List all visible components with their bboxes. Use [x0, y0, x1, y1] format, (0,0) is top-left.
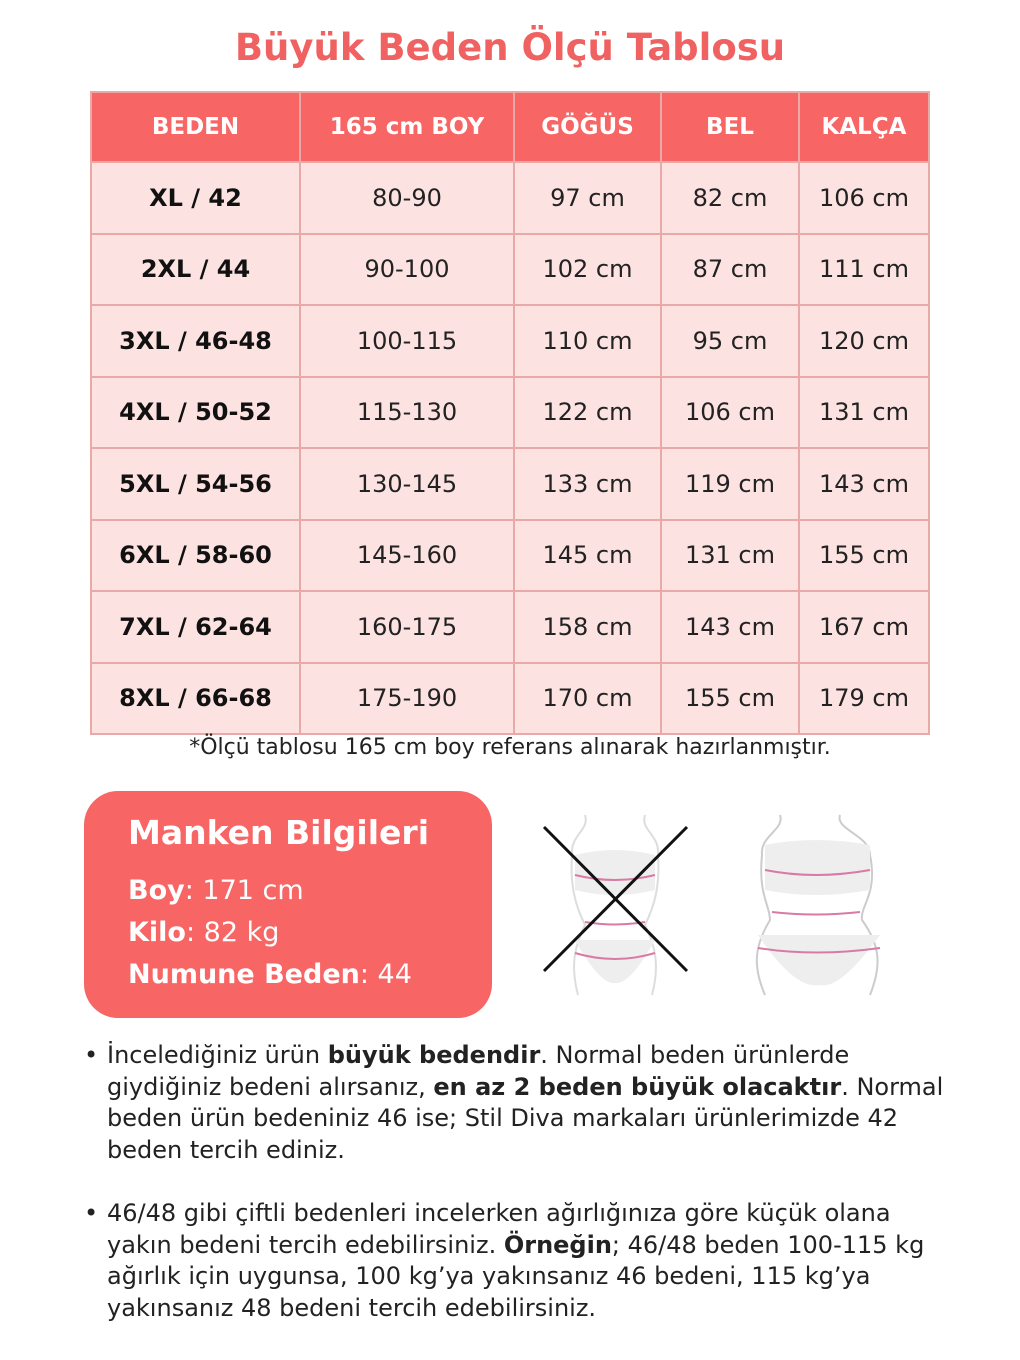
- size-table: BEDEN 165 cm BOY GÖĞÜS BEL KALÇA XL / 42…: [90, 91, 930, 735]
- header-cell: KALÇA: [798, 91, 930, 163]
- size-cell: 4XL / 50-52: [90, 375, 301, 449]
- value-cell: 145-160: [299, 518, 515, 592]
- table-row: 2XL / 44 90-100 102 cm 87 cm 111 cm: [90, 232, 930, 306]
- value-cell: 119 cm: [660, 447, 800, 521]
- size-cell: 8XL / 66-68: [90, 661, 301, 735]
- header-cell: BEL: [660, 91, 800, 163]
- table-row: 4XL / 50-52 115-130 122 cm 106 cm 131 cm: [90, 375, 930, 449]
- size-cell: XL / 42: [90, 161, 301, 235]
- value-cell: 97 cm: [513, 161, 662, 235]
- value-cell: 160-175: [299, 590, 515, 664]
- value-cell: 102 cm: [513, 232, 662, 306]
- value-cell: 167 cm: [798, 590, 930, 664]
- measurement-illustrations: [530, 805, 900, 1009]
- value-cell: 175-190: [299, 661, 515, 735]
- header-cell: BEDEN: [90, 91, 301, 163]
- size-cell: 3XL / 46-48: [90, 304, 301, 378]
- info-bullets: İncelediğiniz ürün büyük bedendir. Norma…: [84, 1040, 944, 1356]
- model-size: Numune Beden: 44: [128, 959, 412, 990]
- value-cell: 82 cm: [660, 161, 800, 235]
- table-note: *Ölçü tablosu 165 cm boy referans alınar…: [189, 735, 831, 760]
- value-cell: 131 cm: [660, 518, 800, 592]
- value-cell: 179 cm: [798, 661, 930, 735]
- bullet-item: 46/48 gibi çiftli bedenleri incelerken a…: [84, 1198, 944, 1324]
- size-cell: 6XL / 58-60: [90, 518, 301, 592]
- page-title: Büyük Beden Ölçü Tablosu: [234, 26, 786, 69]
- table-row: 8XL / 66-68 175-190 170 cm 155 cm 179 cm: [90, 661, 930, 735]
- value-cell: 145 cm: [513, 518, 662, 592]
- body-figure-illustration: [542, 814, 881, 996]
- table-row: 3XL / 46-48 100-115 110 cm 95 cm 120 cm: [90, 304, 930, 378]
- correct-measurement-figure: [755, 814, 881, 996]
- wrong-measurement-figure: [570, 814, 660, 996]
- model-info-card: Manken Bilgileri Boy: 171 cm Kilo: 82 kg…: [84, 791, 492, 1018]
- value-cell: 95 cm: [660, 304, 800, 378]
- value-cell: 115-130: [299, 375, 515, 449]
- size-cell: 5XL / 54-56: [90, 447, 301, 521]
- model-info-title: Manken Bilgileri: [128, 813, 430, 852]
- value-cell: 106 cm: [798, 161, 930, 235]
- size-cell: 7XL / 62-64: [90, 590, 301, 664]
- value-cell: 111 cm: [798, 232, 930, 306]
- value-cell: 143 cm: [660, 590, 800, 664]
- table-header-row: BEDEN 165 cm BOY GÖĞÜS BEL KALÇA: [90, 91, 930, 163]
- value-cell: 90-100: [299, 232, 515, 306]
- cross-icon: [542, 825, 689, 973]
- value-cell: 122 cm: [513, 375, 662, 449]
- header-cell: GÖĞÜS: [513, 91, 662, 163]
- value-cell: 80-90: [299, 161, 515, 235]
- table-row: 7XL / 62-64 160-175 158 cm 143 cm 167 cm: [90, 590, 930, 664]
- size-cell: 2XL / 44: [90, 232, 301, 306]
- value-cell: 143 cm: [798, 447, 930, 521]
- value-cell: 100-115: [299, 304, 515, 378]
- model-weight: Kilo: 82 kg: [128, 917, 280, 948]
- table-row: 6XL / 58-60 145-160 145 cm 131 cm 155 cm: [90, 518, 930, 592]
- value-cell: 87 cm: [660, 232, 800, 306]
- bullet-item: İncelediğiniz ürün büyük bedendir. Norma…: [84, 1040, 944, 1166]
- value-cell: 131 cm: [798, 375, 930, 449]
- value-cell: 170 cm: [513, 661, 662, 735]
- value-cell: 155 cm: [798, 518, 930, 592]
- table-row: 5XL / 54-56 130-145 133 cm 119 cm 143 cm: [90, 447, 930, 521]
- model-height: Boy: 171 cm: [128, 875, 304, 906]
- value-cell: 130-145: [299, 447, 515, 521]
- value-cell: 155 cm: [660, 661, 800, 735]
- header-cell: 165 cm BOY: [299, 91, 515, 163]
- value-cell: 110 cm: [513, 304, 662, 378]
- value-cell: 158 cm: [513, 590, 662, 664]
- table-row: XL / 42 80-90 97 cm 82 cm 106 cm: [90, 161, 930, 235]
- value-cell: 133 cm: [513, 447, 662, 521]
- value-cell: 120 cm: [798, 304, 930, 378]
- value-cell: 106 cm: [660, 375, 800, 449]
